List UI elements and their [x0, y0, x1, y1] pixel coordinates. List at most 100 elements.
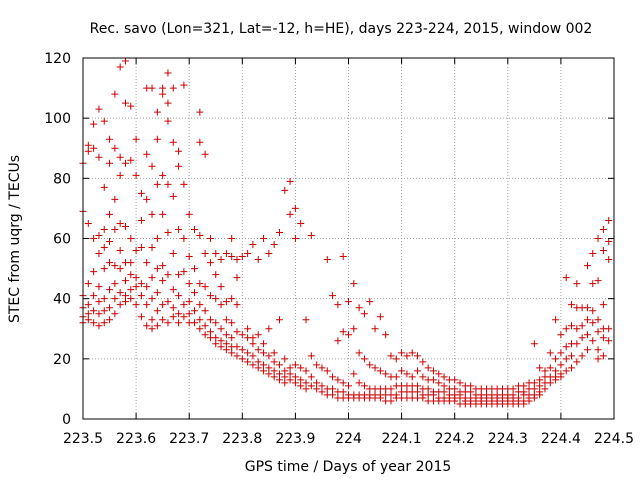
- data-point-marker: [164, 69, 172, 77]
- data-point-marker: [525, 397, 533, 405]
- data-point-marker: [323, 256, 331, 264]
- data-point-marker: [297, 376, 305, 384]
- data-point-marker: [568, 322, 576, 330]
- data-point-marker: [355, 304, 363, 312]
- data-point-marker: [398, 367, 406, 375]
- data-point-marker: [429, 367, 437, 375]
- data-point-marker: [360, 355, 368, 363]
- data-point-marker: [329, 292, 337, 300]
- data-point-marker: [100, 225, 108, 233]
- data-point-marker: [329, 373, 337, 381]
- data-point-marker: [153, 235, 161, 242]
- data-point-marker: [350, 370, 358, 378]
- data-point-marker: [217, 256, 225, 264]
- data-point-marker: [116, 63, 124, 71]
- data-point-marker: [212, 340, 220, 348]
- data-point-marker: [530, 385, 538, 393]
- data-point-marker: [541, 385, 549, 393]
- data-point-marker: [355, 379, 363, 387]
- data-point-marker: [419, 394, 427, 402]
- data-point-marker: [222, 346, 230, 354]
- data-point-marker: [148, 244, 156, 252]
- data-point-marker: [201, 307, 209, 315]
- data-point-marker: [90, 235, 98, 242]
- data-point-marker: [201, 331, 209, 339]
- data-point-marker: [562, 274, 570, 282]
- data-point-marker: [536, 382, 544, 390]
- data-point-marker: [334, 337, 342, 345]
- data-point-marker: [376, 394, 384, 402]
- data-point-marker: [116, 219, 124, 227]
- data-point-marker: [143, 150, 151, 158]
- data-point-marker: [323, 367, 331, 375]
- data-point-marker: [196, 231, 204, 239]
- data-point-marker: [573, 325, 581, 333]
- data-point-marker: [286, 376, 294, 384]
- data-point-marker: [212, 334, 220, 342]
- data-point-marker: [339, 328, 347, 336]
- data-point-marker: [318, 382, 326, 390]
- data-point-marker: [260, 367, 268, 375]
- data-point-marker: [191, 319, 199, 327]
- data-point-marker: [153, 307, 161, 315]
- y-tick-label: 60: [53, 232, 71, 248]
- data-point-marker: [605, 256, 613, 264]
- data-point-marker: [265, 325, 273, 333]
- data-point-marker: [275, 316, 283, 324]
- data-point-marker: [191, 225, 199, 233]
- data-point-marker: [106, 238, 114, 246]
- data-point-marker: [127, 235, 135, 242]
- data-point-marker: [307, 382, 315, 390]
- data-point-marker: [313, 361, 321, 369]
- data-point-marker: [180, 235, 188, 242]
- data-point-marker: [583, 262, 591, 270]
- data-point-marker: [132, 274, 140, 282]
- data-point-marker: [106, 259, 114, 267]
- data-point-marker: [206, 328, 214, 336]
- data-point-marker: [275, 370, 283, 378]
- data-point-marker: [583, 304, 591, 312]
- data-point-marker: [84, 280, 92, 288]
- data-point-marker: [339, 388, 347, 396]
- data-point-marker: [106, 210, 114, 218]
- data-point-marker: [137, 216, 145, 224]
- data-point-marker: [254, 358, 262, 366]
- data-point-marker: [132, 283, 140, 291]
- data-point-marker: [286, 370, 294, 378]
- data-point-marker: [244, 250, 252, 258]
- data-point-marker: [121, 298, 129, 306]
- data-point-marker: [599, 352, 607, 360]
- data-point-marker: [589, 280, 597, 288]
- data-point-marker: [552, 376, 560, 384]
- data-point-marker: [451, 397, 459, 405]
- data-point-marker: [451, 385, 459, 393]
- y-tick-label: 40: [53, 292, 71, 308]
- data-point-marker: [419, 373, 427, 381]
- data-point-marker: [100, 319, 108, 327]
- data-point-marker: [270, 373, 278, 381]
- data-point-marker: [127, 271, 135, 279]
- data-point-marker: [159, 90, 167, 98]
- data-point-marker: [429, 376, 437, 384]
- data-point-marker: [212, 250, 220, 258]
- data-point-marker: [153, 180, 161, 188]
- data-point-marker: [403, 370, 411, 378]
- data-point-marker: [100, 244, 108, 252]
- data-point-marker: [106, 304, 114, 312]
- data-point-marker: [148, 210, 156, 218]
- data-point-marker: [307, 352, 315, 360]
- data-point-marker: [84, 316, 92, 324]
- data-point-marker: [137, 280, 145, 288]
- data-point-marker: [557, 361, 565, 369]
- data-point-marker: [360, 310, 368, 318]
- data-point-marker: [382, 331, 390, 339]
- data-point-marker: [329, 391, 337, 399]
- data-point-marker: [153, 322, 161, 330]
- data-point-marker: [228, 235, 236, 242]
- data-point-marker: [334, 301, 342, 309]
- data-point-marker: [594, 316, 602, 324]
- data-point-marker: [90, 144, 98, 152]
- data-point-marker: [371, 364, 379, 372]
- data-point-marker: [238, 253, 246, 261]
- data-point-marker: [578, 322, 586, 330]
